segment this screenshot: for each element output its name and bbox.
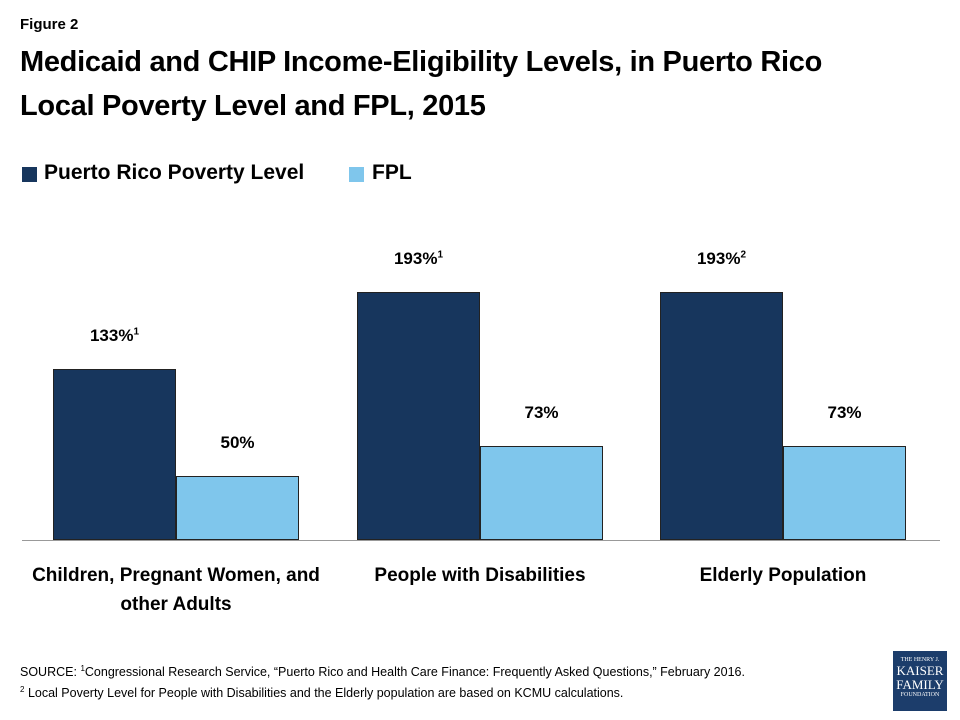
chart-title: Local Poverty Level and FPL, 2015	[20, 90, 486, 122]
footnote-mark: 1	[133, 326, 140, 338]
logo-text: KAISER	[896, 663, 944, 678]
legend-swatch	[349, 167, 364, 182]
source-note: SOURCE: 1Congressional Research Service,…	[20, 664, 745, 679]
logo: THE HENRY J. KAISER FAMILY FOUNDATION	[893, 651, 947, 711]
bar	[660, 291, 783, 540]
source-text: Local Poverty Level for People with Disa…	[27, 686, 624, 701]
data-label-text: 73%	[524, 403, 559, 423]
source-text: Congressional Research Service, “Puerto …	[84, 665, 745, 680]
footnote-mark: 2	[20, 685, 25, 694]
data-label: 73%	[775, 403, 915, 423]
data-label: 50%	[168, 433, 308, 453]
legend-swatch	[22, 167, 37, 182]
legend-label: FPL	[372, 161, 412, 184]
logo-text: FOUNDATION	[900, 692, 940, 698]
bar	[357, 291, 480, 540]
data-label-text: 193%	[696, 248, 741, 268]
legend-label: Puerto Rico Poverty Level	[44, 161, 305, 184]
x-tick-label: People with Disabilities	[374, 565, 586, 586]
footnote-mark: 1	[437, 249, 444, 261]
data-label: 73%	[472, 403, 612, 423]
bar	[480, 446, 603, 540]
footnote-mark: 1	[80, 664, 85, 673]
data-label-text: 50%	[220, 432, 255, 452]
x-tick-label: Children, Pregnant Women, and other Adul…	[32, 565, 320, 615]
data-label: 133%1	[45, 326, 185, 346]
source-note: 2 Local Poverty Level for People with Di…	[20, 685, 623, 700]
logo-text: FAMILY	[896, 677, 944, 692]
footnote-mark: 2	[740, 249, 747, 261]
data-label: 193%2	[652, 249, 792, 269]
x-tick-label: Elderly Population	[699, 565, 867, 586]
axis-line	[22, 540, 940, 541]
bar	[783, 446, 906, 540]
bar	[53, 369, 176, 540]
chart-title: Medicaid and CHIP Income-Eligibility Lev…	[20, 46, 822, 78]
bar	[176, 475, 299, 540]
data-label-text: 193%	[393, 248, 438, 268]
data-label-text: 73%	[827, 403, 862, 423]
figure-label: Figure 2	[20, 16, 79, 33]
data-label-text: 133%	[89, 326, 134, 346]
logo-text: THE HENRY J.	[900, 657, 940, 663]
data-label: 193%1	[349, 249, 489, 269]
source-label: SOURCE:	[20, 665, 77, 680]
